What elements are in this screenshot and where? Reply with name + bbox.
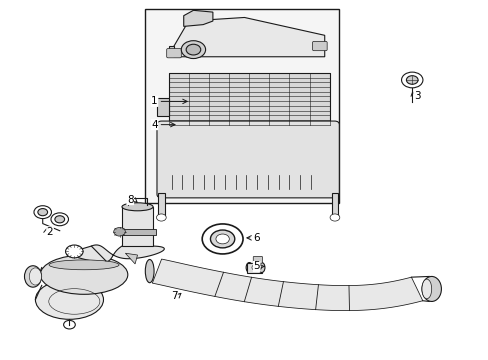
Ellipse shape	[245, 262, 252, 273]
Text: 8: 8	[127, 195, 133, 204]
Circle shape	[63, 320, 75, 329]
Circle shape	[202, 224, 243, 254]
Polygon shape	[169, 46, 174, 53]
Text: 7: 7	[170, 291, 177, 301]
Text: 3: 3	[413, 91, 420, 101]
Text: 5: 5	[253, 261, 260, 271]
Polygon shape	[174, 18, 324, 57]
Ellipse shape	[122, 203, 153, 211]
Polygon shape	[183, 10, 212, 26]
Bar	[157, 98, 169, 116]
Bar	[119, 229, 155, 235]
FancyBboxPatch shape	[312, 41, 326, 51]
Ellipse shape	[145, 260, 154, 283]
Text: 4: 4	[151, 120, 158, 130]
Circle shape	[34, 206, 51, 219]
Circle shape	[38, 208, 47, 216]
Text: 6: 6	[253, 233, 260, 243]
Polygon shape	[125, 253, 137, 264]
Ellipse shape	[421, 279, 431, 299]
Circle shape	[114, 228, 125, 236]
Bar	[246, 262, 261, 273]
Circle shape	[65, 245, 83, 258]
Polygon shape	[152, 259, 422, 311]
Ellipse shape	[258, 262, 264, 273]
Ellipse shape	[49, 260, 119, 270]
Circle shape	[401, 72, 422, 88]
Bar	[158, 193, 164, 216]
FancyBboxPatch shape	[166, 49, 181, 58]
Ellipse shape	[29, 268, 41, 285]
Text: 2: 2	[46, 227, 53, 237]
Circle shape	[406, 76, 417, 84]
Text: 1: 1	[151, 96, 158, 107]
Bar	[331, 193, 338, 216]
Circle shape	[181, 41, 205, 59]
Ellipse shape	[24, 266, 41, 287]
Ellipse shape	[40, 255, 127, 294]
Circle shape	[251, 264, 261, 271]
Ellipse shape	[35, 280, 103, 319]
Circle shape	[210, 230, 234, 248]
Ellipse shape	[421, 276, 441, 301]
Circle shape	[156, 214, 166, 221]
FancyBboxPatch shape	[157, 121, 339, 198]
Bar	[169, 73, 329, 125]
Circle shape	[51, 213, 68, 226]
FancyBboxPatch shape	[253, 256, 262, 263]
Polygon shape	[67, 245, 164, 262]
Circle shape	[329, 214, 339, 221]
Circle shape	[216, 234, 229, 244]
Bar	[122, 207, 153, 246]
Circle shape	[186, 44, 201, 55]
Bar	[144, 9, 339, 203]
Circle shape	[55, 216, 64, 223]
